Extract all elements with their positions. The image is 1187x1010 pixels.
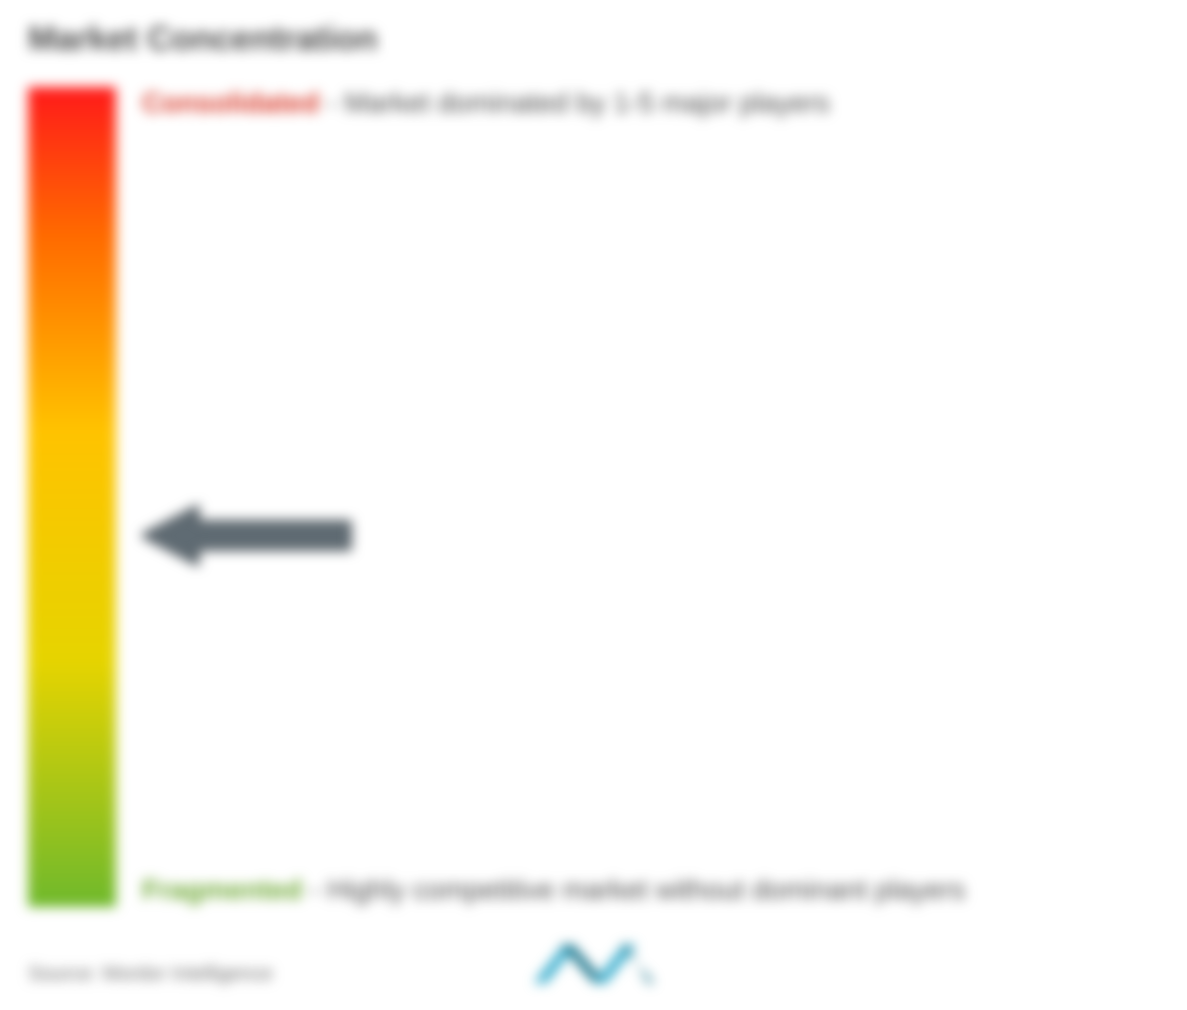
- fragmented-text: - Highly competitive market without domi…: [310, 874, 965, 905]
- fragmented-keyword: Fragmented: [142, 874, 302, 905]
- consolidated-label: Consolidated - Market dominated by 1-5 m…: [142, 81, 1119, 126]
- indicator-arrow: [142, 505, 352, 572]
- labels-column: Consolidated - Market dominated by 1-5 m…: [142, 87, 1159, 907]
- arrow-left-icon: [142, 505, 352, 567]
- page-title: Market Concentration: [28, 20, 1159, 59]
- consolidated-keyword: Consolidated: [142, 87, 319, 118]
- concentration-gradient-bar: [28, 87, 116, 907]
- fragmented-label: Fragmented - Highly competitive market w…: [142, 868, 1119, 913]
- infographic-container: Market Concentration Consolidated - Mark…: [0, 0, 1187, 1010]
- consolidated-text: - Market dominated by 1-5 major players: [327, 87, 830, 118]
- brand-logo: [534, 941, 654, 988]
- mordor-logo-icon: [534, 941, 654, 983]
- content-row: Consolidated - Market dominated by 1-5 m…: [28, 87, 1159, 907]
- source-attribution: Source: Mordor Intelligence: [28, 963, 273, 986]
